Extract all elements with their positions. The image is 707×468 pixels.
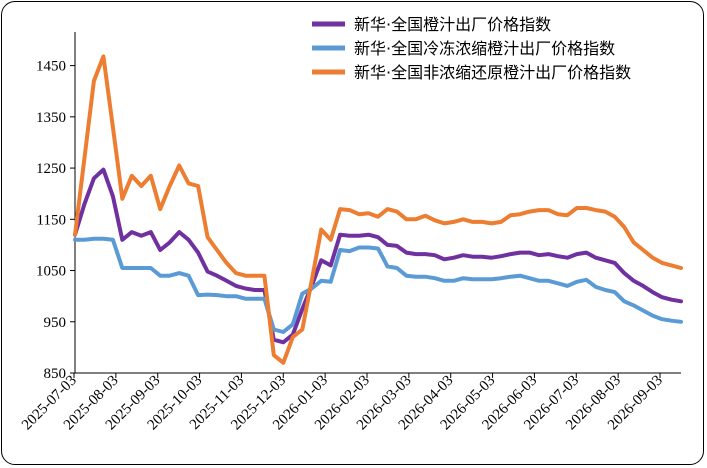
y-tick-label: 1250 bbox=[36, 161, 66, 177]
legend-label-2: 新华·全国冷冻浓缩橙汁出厂价格指数 bbox=[354, 39, 615, 58]
axes bbox=[74, 32, 681, 374]
series-line-3 bbox=[73, 54, 683, 365]
y-tick-label: 1350 bbox=[36, 110, 66, 126]
legend-label-1: 新华·全国橙汁出厂价格指数 bbox=[354, 15, 551, 34]
legend: 新华·全国橙汁出厂价格指数新华·全国冷冻浓缩橙汁出厂价格指数新华·全国非浓缩还原… bbox=[312, 15, 631, 82]
y-tick-label: 850 bbox=[44, 366, 67, 382]
y-tick-label: 950 bbox=[44, 315, 67, 331]
y-tick-label: 1150 bbox=[37, 212, 66, 228]
y-tick-label: 1450 bbox=[36, 59, 66, 75]
y-tick-labels: 850 950 1050 1150 1250 1350 1450 bbox=[36, 59, 75, 382]
series-line-1 bbox=[73, 167, 683, 345]
x-tick-labels: 2025-07-032025-08-032025-09-032025-10-03… bbox=[19, 373, 666, 434]
y-tick-label: 1050 bbox=[36, 264, 66, 280]
legend-label-3: 新华·全国非浓缩还原橙汁出厂价格指数 bbox=[354, 63, 631, 82]
series-line-2 bbox=[73, 236, 683, 334]
series-lines bbox=[73, 54, 683, 365]
